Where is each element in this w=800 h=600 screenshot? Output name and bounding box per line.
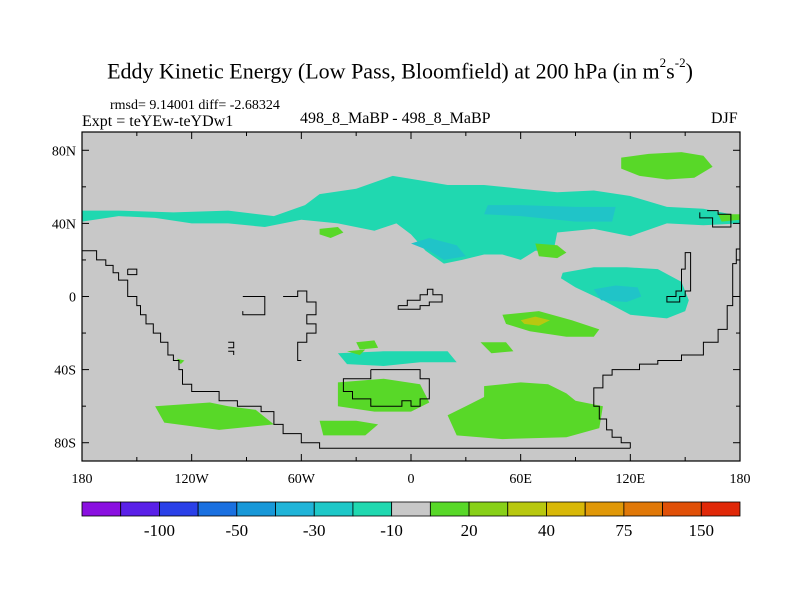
- contour-region-17: [337, 378, 430, 412]
- coastline-0: [82, 250, 631, 449]
- colorbar-swatch-11: [507, 501, 547, 517]
- colorbar: -100 -50 -30 -10 20 40 75 150: [81, 501, 741, 540]
- contour-region-14: [480, 342, 514, 354]
- y-tick-label-1: 40N: [52, 217, 76, 232]
- colorbar-swatch-13: [584, 501, 625, 517]
- axis-ticks: 180 120W 60W 0 60E 120E 180 80N 40N 0 40S 80S: [52, 132, 751, 487]
- coastline-3: [242, 296, 266, 316]
- contour-region-0: [82, 175, 740, 264]
- contour-region-9: [535, 243, 567, 259]
- contour-region-8: [319, 227, 344, 238]
- x-tick-label-1: 120W: [175, 472, 210, 487]
- contour-region-12: [520, 316, 550, 326]
- x-tick-label-5: 120E: [616, 472, 646, 487]
- chart-title: Eddy Kinetic Energy (Low Pass, Bloomfiel…: [0, 55, 800, 84]
- colorbar-label-2: -30: [303, 521, 326, 540]
- contour-region-4: [593, 285, 642, 302]
- center-label: 498_8_MaBP - 498_8_MaBP: [300, 110, 491, 127]
- map-panel: 180 120W 60W 0 60E 120E 180 80N 40N 0 40S 80S: [52, 131, 751, 487]
- coastline-7: [397, 288, 443, 310]
- colorbar-swatch-12: [546, 501, 586, 517]
- title-sup-1: 2: [659, 55, 667, 70]
- colorbar-label-1: -50: [225, 521, 248, 540]
- x-tick-label-6: 180: [730, 472, 751, 487]
- y-tick-label-3: 40S: [54, 364, 76, 379]
- coastline-10: [699, 210, 732, 228]
- contour-region-2: [411, 238, 466, 260]
- colorbar-label-5: 40: [538, 521, 555, 540]
- contour-region-18: [319, 420, 379, 436]
- colorbar-swatch-9: [429, 501, 470, 517]
- contour-regions: [82, 152, 740, 440]
- contour-region-13: [356, 340, 379, 350]
- coastline-5: [228, 341, 235, 349]
- colorbar-swatch-15: [662, 501, 702, 517]
- contour-region-10: [718, 214, 740, 222]
- contour-region-5: [337, 351, 457, 366]
- season-label: DJF: [711, 110, 738, 127]
- title-close: ): [685, 58, 693, 84]
- coastline-1: [593, 248, 740, 449]
- colorbar-label-0: -100: [144, 521, 175, 540]
- colorbar-label-3: -10: [380, 521, 403, 540]
- colorbar-swatch-6: [313, 501, 354, 517]
- coastline-4: [283, 290, 317, 361]
- coastlines: [82, 210, 740, 449]
- title-text: Eddy Kinetic Energy (Low Pass, Bloomfiel…: [107, 58, 660, 84]
- experiment-label: Expt = teYEw-teYDw1: [82, 113, 234, 130]
- title-sup-2: -2: [674, 55, 686, 70]
- y-tick-label-2: 0: [69, 291, 76, 306]
- colorbar-swatch-7: [352, 501, 393, 517]
- colorbar-swatch-3: [197, 501, 238, 517]
- contour-region-7: [621, 152, 713, 180]
- colorbar-swatch-2: [159, 501, 199, 517]
- x-tick-label-0: 180: [72, 472, 93, 487]
- colorbar-swatch-10: [468, 501, 509, 517]
- contour-region-11: [502, 311, 600, 337]
- title-unit-base: s: [666, 58, 675, 84]
- contour-region-19: [447, 382, 603, 440]
- x-tick-label-2: 60W: [288, 472, 316, 487]
- coastline-6: [228, 350, 235, 355]
- colorbar-swatch-4: [236, 501, 276, 517]
- x-tick-label-4: 60E: [509, 472, 532, 487]
- colorbar-swatch-14: [623, 501, 663, 517]
- colorbar-swatch-0: [81, 501, 122, 517]
- stats-label: rmsd= 9.14001 diff= -2.68324: [110, 98, 280, 113]
- contour-region-16: [155, 402, 274, 430]
- y-tick-label-0: 80N: [52, 144, 76, 159]
- contour-region-1: [484, 205, 616, 222]
- coastline-9: [666, 252, 692, 303]
- coastline-2: [127, 268, 138, 276]
- colorbar-swatch-5: [275, 501, 315, 517]
- contour-region-20: [347, 349, 366, 355]
- colorbar-swatch-16: [700, 501, 741, 517]
- x-tick-label-3: 0: [408, 472, 415, 487]
- colorbar-swatch-8: [391, 501, 431, 517]
- colorbar-label-4: 20: [461, 521, 478, 540]
- coastline-8: [342, 369, 430, 407]
- colorbar-swatch-1: [120, 501, 160, 517]
- y-tick-label-4: 80S: [54, 437, 76, 452]
- colorbar-label-6: 75: [615, 521, 632, 540]
- colorbar-label-7: 150: [689, 521, 715, 540]
- contour-region-15: [177, 358, 185, 365]
